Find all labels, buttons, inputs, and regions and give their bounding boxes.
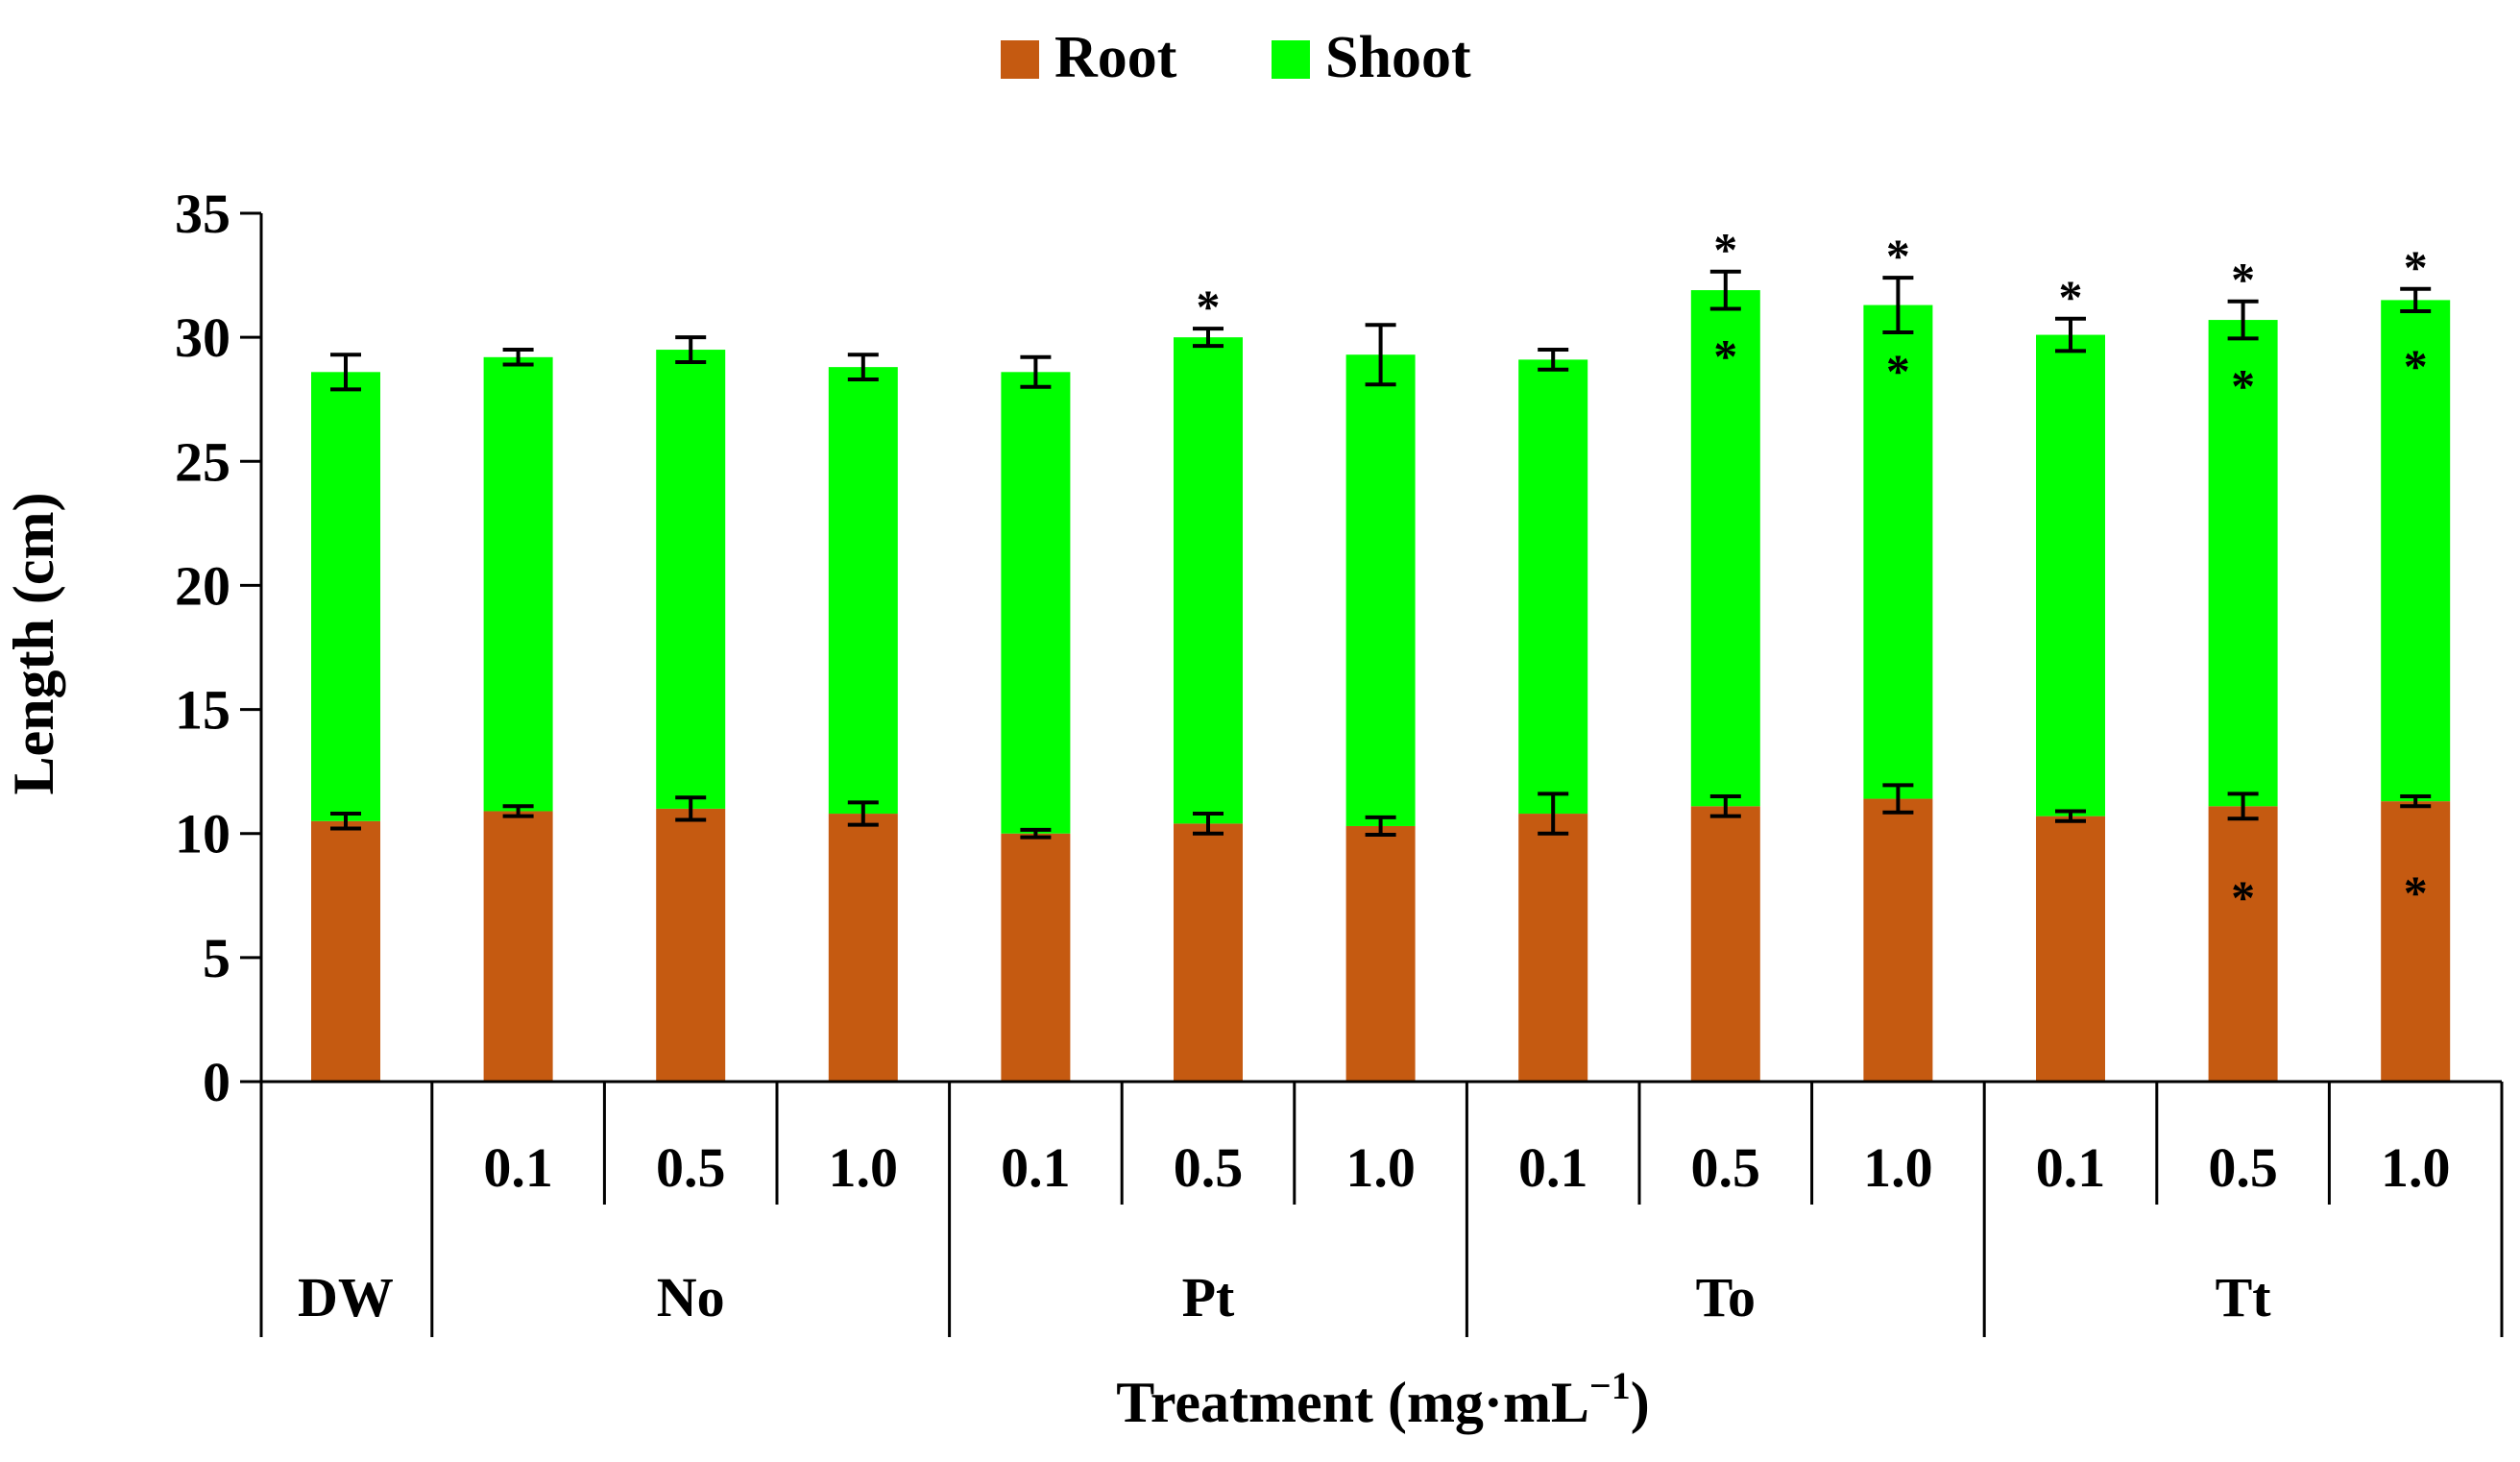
bar-shoot [483, 356, 553, 812]
bar-shoot [2381, 300, 2451, 802]
significance-star-total: * [1713, 223, 1737, 277]
y-tick-label: 10 [175, 803, 230, 865]
x-concentration-label: 0.5 [2208, 1136, 2278, 1199]
bar-shoot [1690, 290, 1760, 807]
bar-shoot [1863, 305, 1933, 799]
bar-root [2208, 806, 2278, 1082]
legend: Root Shoot [1001, 25, 1471, 90]
x-concentration-label: 0.1 [1518, 1136, 1588, 1199]
significance-star-shoot: * [2231, 359, 2255, 413]
significance-star-total: * [2231, 253, 2255, 306]
bar-root [1518, 814, 1588, 1082]
bar-root [2381, 801, 2451, 1082]
bar-shoot [1174, 337, 1243, 824]
x-concentration-label: 1.0 [829, 1136, 899, 1199]
bar-shoot [828, 367, 898, 815]
x-group-label: To [1696, 1266, 1756, 1328]
bar-root [828, 814, 898, 1082]
legend-label-root: Root [1054, 25, 1177, 90]
x-concentration-label: 1.0 [1345, 1136, 1416, 1199]
x-group-label: Pt [1182, 1266, 1235, 1328]
x-concentration-label: 0.5 [1691, 1136, 1761, 1199]
y-tick-label: 5 [203, 927, 230, 989]
significance-star-root: * [2404, 865, 2428, 919]
x-concentration-label: 0.1 [483, 1136, 553, 1199]
bar-root [1690, 806, 1760, 1082]
x-concentration-label: 0.1 [2036, 1136, 2106, 1199]
significance-star-total: * [2059, 270, 2083, 324]
x-concentration-label: 0.1 [1001, 1136, 1071, 1199]
bar-shoot [1518, 359, 1588, 815]
significance-star-shoot: * [2404, 339, 2428, 393]
y-tick-label: 20 [175, 554, 230, 617]
bar-root [1345, 825, 1416, 1082]
y-tick-label: 25 [175, 430, 230, 493]
x-concentration-label: 0.5 [1174, 1136, 1244, 1199]
significance-star-total: * [1886, 229, 1910, 282]
significance-star-total: * [1197, 280, 1221, 333]
bar-shoot [2208, 320, 2278, 807]
significance-star-shoot: * [1713, 329, 1737, 383]
bar-root [483, 811, 553, 1082]
x-group-label: No [657, 1266, 725, 1328]
x-concentration-label: 1.0 [2381, 1136, 2451, 1199]
x-axis-title: Treatment (mg·mL−1) [1116, 1364, 1649, 1434]
bar-shoot [311, 372, 380, 821]
y-tick-label: 0 [203, 1051, 230, 1113]
bar-shoot [1345, 354, 1416, 826]
bar-root [656, 808, 726, 1082]
bars: * * * * * * * * * * * * [311, 223, 2451, 1082]
significance-star-total: * [2404, 240, 2428, 294]
significance-star-shoot: * [1886, 344, 1910, 398]
bar-shoot [2036, 334, 2105, 816]
legend-label-shoot: Shoot [1325, 25, 1471, 90]
bar-root [1001, 833, 1071, 1082]
y-axis: 0 5 10 15 20 25 30 35 [175, 183, 263, 1113]
bar-shoot [1001, 372, 1071, 834]
bar-root [2036, 816, 2105, 1082]
significance-star-root: * [2231, 870, 2255, 924]
x-concentration-label: 0.5 [656, 1136, 726, 1199]
y-axis-title: Length (cm) [2, 493, 65, 795]
bar-root [311, 820, 380, 1082]
bar-shoot [656, 350, 726, 809]
y-tick-label: 30 [175, 306, 230, 369]
y-tick-label: 35 [175, 183, 230, 245]
x-group-label: DW [298, 1266, 394, 1328]
bar-root [1174, 823, 1243, 1082]
bar-root [1863, 798, 1933, 1082]
y-tick-label: 15 [175, 679, 230, 742]
x-axis: DW 0.1 0.5 1.0 No 0.1 0.5 1.0 Pt 0.1 0.5 1.0 To 0.1 0.… [259, 1080, 2504, 1337]
legend-swatch-shoot [1272, 40, 1310, 79]
x-concentration-label: 1.0 [1863, 1136, 1933, 1199]
x-group-label: Tt [2216, 1266, 2272, 1328]
legend-swatch-root [1001, 40, 1039, 79]
